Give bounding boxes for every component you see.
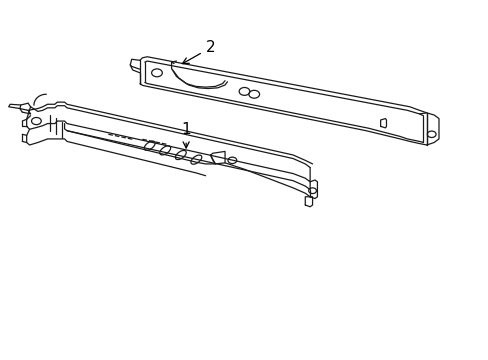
- Text: 1: 1: [181, 122, 191, 148]
- Text: 2: 2: [182, 40, 215, 64]
